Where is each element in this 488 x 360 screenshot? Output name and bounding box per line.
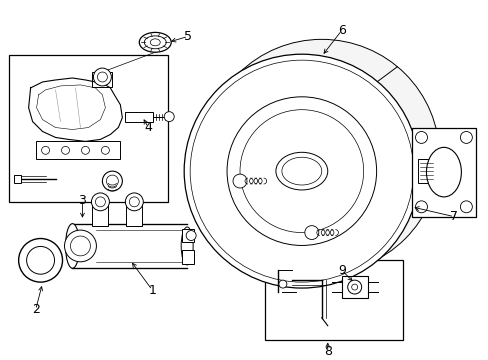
Bar: [14, 175, 20, 183]
Circle shape: [101, 147, 109, 154]
Ellipse shape: [181, 227, 193, 265]
Bar: [182, 229, 194, 243]
Circle shape: [106, 175, 118, 187]
Ellipse shape: [275, 152, 327, 190]
Circle shape: [97, 72, 107, 82]
Text: 8: 8: [323, 345, 331, 358]
Ellipse shape: [139, 32, 171, 52]
Circle shape: [226, 97, 376, 246]
Circle shape: [347, 280, 361, 294]
Bar: [92, 204, 108, 226]
Text: 9: 9: [337, 264, 345, 277]
Circle shape: [64, 230, 96, 262]
Circle shape: [164, 112, 174, 122]
Circle shape: [61, 147, 69, 154]
Text: 5: 5: [184, 30, 192, 43]
Bar: [264, 260, 402, 339]
Ellipse shape: [426, 147, 461, 197]
Circle shape: [203, 39, 439, 273]
Circle shape: [459, 201, 471, 213]
Circle shape: [70, 236, 90, 256]
Bar: [92, 72, 112, 87]
Text: 1: 1: [148, 284, 156, 297]
Text: 6: 6: [337, 24, 345, 37]
Circle shape: [304, 226, 318, 239]
Circle shape: [91, 193, 109, 211]
Bar: [417, 159, 435, 183]
Bar: [341, 276, 367, 298]
Bar: [182, 251, 194, 264]
Circle shape: [41, 147, 49, 154]
Bar: [411, 127, 475, 217]
Circle shape: [190, 60, 413, 282]
Circle shape: [19, 239, 62, 282]
Circle shape: [278, 280, 286, 288]
Circle shape: [93, 68, 111, 86]
Circle shape: [459, 131, 471, 143]
Circle shape: [102, 171, 122, 191]
Bar: [9, 55, 168, 202]
Ellipse shape: [150, 39, 160, 46]
Circle shape: [415, 201, 427, 213]
Text: 2: 2: [32, 303, 40, 316]
Circle shape: [233, 174, 246, 188]
Ellipse shape: [281, 157, 321, 185]
Text: 3: 3: [79, 194, 86, 207]
Bar: [36, 141, 120, 159]
Circle shape: [415, 131, 427, 143]
Bar: [72, 224, 187, 268]
Circle shape: [351, 284, 357, 290]
Circle shape: [81, 147, 89, 154]
Ellipse shape: [144, 36, 166, 49]
Text: 7: 7: [449, 210, 457, 223]
Circle shape: [184, 54, 419, 288]
Circle shape: [240, 110, 363, 233]
Circle shape: [125, 193, 143, 211]
Circle shape: [95, 197, 105, 207]
Ellipse shape: [65, 224, 80, 268]
Bar: [126, 204, 142, 226]
Bar: [125, 112, 153, 122]
Circle shape: [26, 247, 55, 274]
Text: 4: 4: [144, 121, 152, 134]
Circle shape: [129, 197, 139, 207]
Circle shape: [186, 231, 196, 240]
